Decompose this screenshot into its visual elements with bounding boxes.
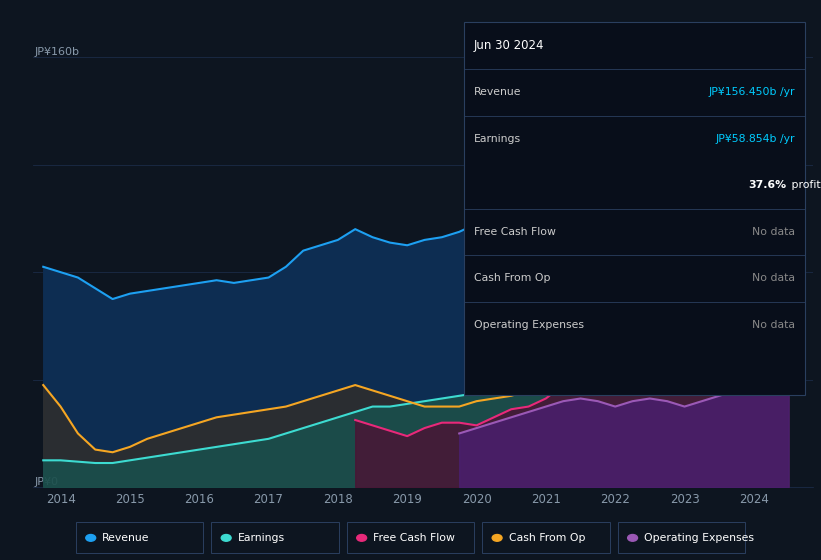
- Text: Operating Expenses: Operating Expenses: [474, 320, 584, 330]
- Text: JP¥0: JP¥0: [34, 477, 58, 487]
- Text: No data: No data: [752, 273, 795, 283]
- Text: Cash From Op: Cash From Op: [509, 533, 585, 543]
- Text: No data: No data: [752, 320, 795, 330]
- Text: JP¥58.854b /yr: JP¥58.854b /yr: [715, 134, 795, 144]
- Text: Revenue: Revenue: [102, 533, 149, 543]
- Text: No data: No data: [752, 227, 795, 237]
- Text: Jun 30 2024: Jun 30 2024: [474, 39, 544, 52]
- Text: Cash From Op: Cash From Op: [474, 273, 550, 283]
- Text: Revenue: Revenue: [474, 87, 521, 97]
- Text: profit margin: profit margin: [788, 180, 821, 190]
- Text: Operating Expenses: Operating Expenses: [644, 533, 754, 543]
- Text: JP¥156.450b /yr: JP¥156.450b /yr: [709, 87, 795, 97]
- Text: 37.6%: 37.6%: [749, 180, 787, 190]
- Text: Free Cash Flow: Free Cash Flow: [474, 227, 556, 237]
- Text: Earnings: Earnings: [474, 134, 521, 144]
- Text: Earnings: Earnings: [238, 533, 285, 543]
- Text: Free Cash Flow: Free Cash Flow: [373, 533, 455, 543]
- Text: JP¥160b: JP¥160b: [34, 47, 80, 57]
